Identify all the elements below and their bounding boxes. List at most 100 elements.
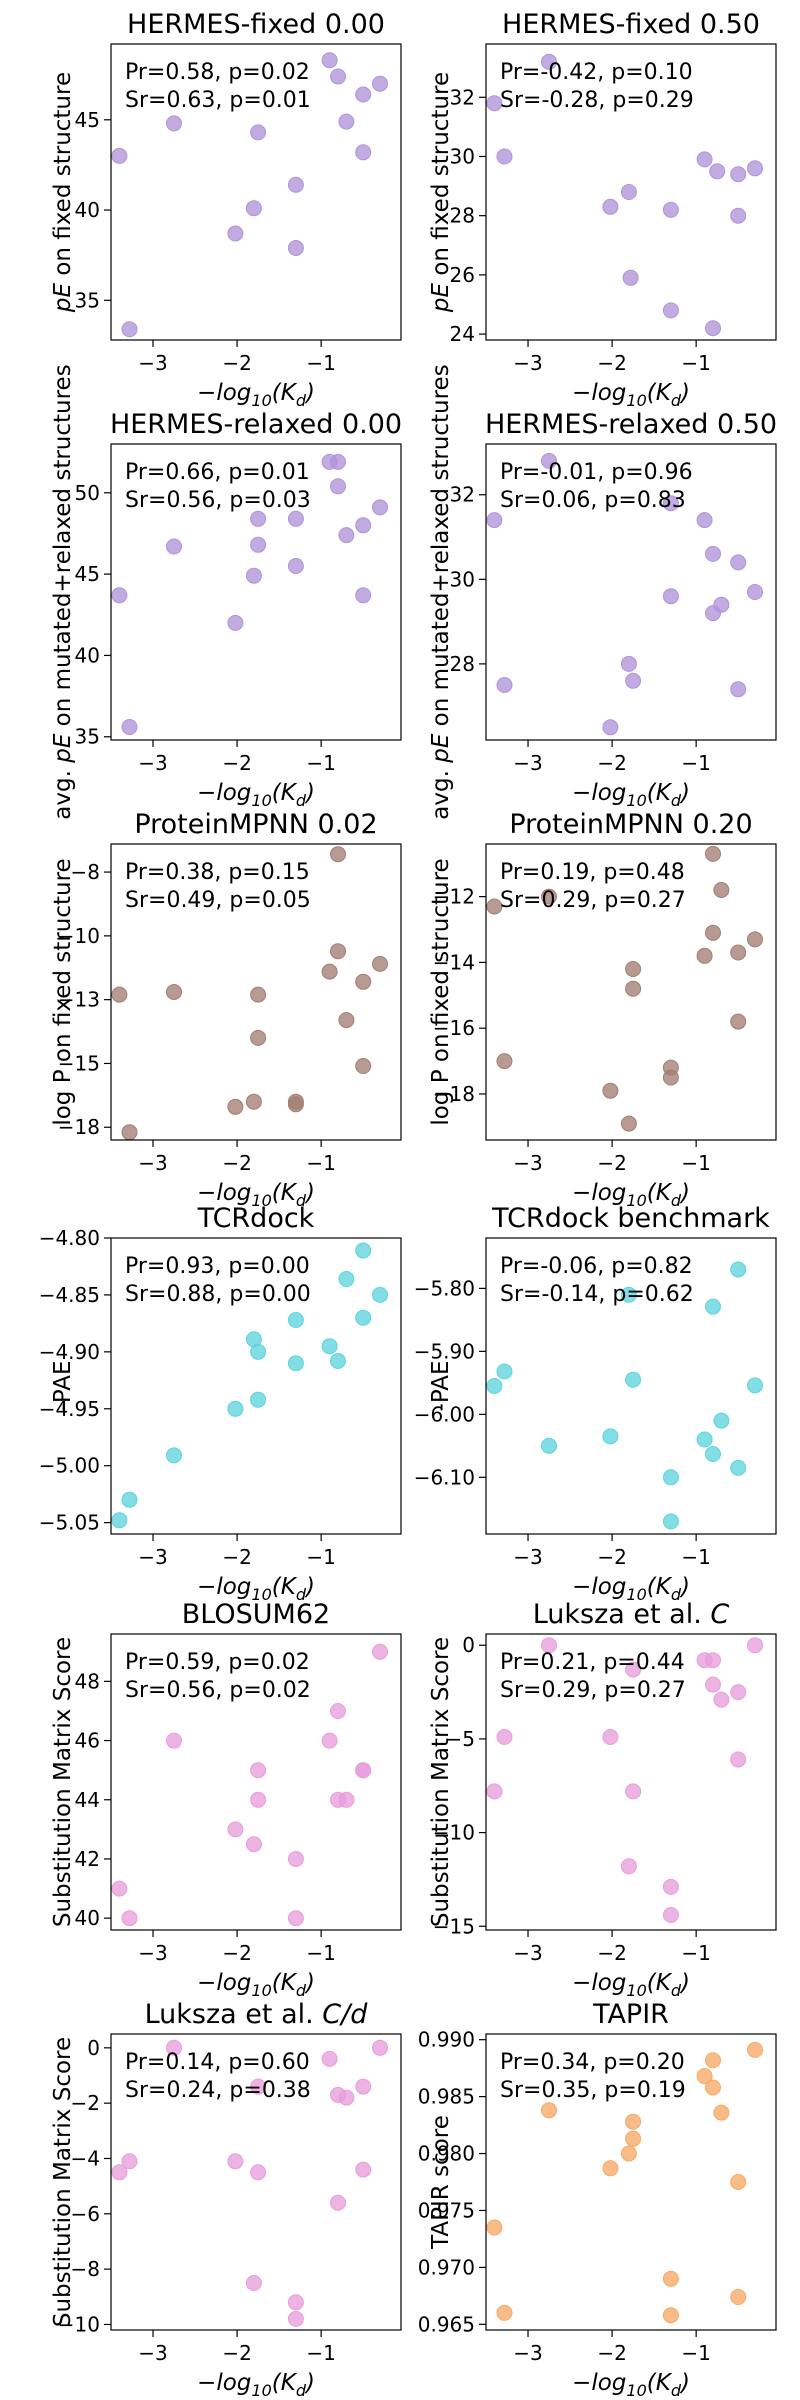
y-tick-label: −10 <box>58 2312 100 2336</box>
y-tick-label: −10 <box>433 1821 475 1845</box>
x-tick-label: −1 <box>681 751 710 775</box>
scatter-point <box>355 1242 372 1259</box>
x-tick-label: −1 <box>306 2341 335 2365</box>
scatter-point <box>730 1751 747 1768</box>
y-tick-label: −5.05 <box>39 1511 100 1535</box>
scatter-point <box>355 2078 372 2095</box>
x-tick-label: −2 <box>222 751 251 775</box>
scatter-point <box>620 1115 637 1132</box>
subplot-3: −3 −2 −1 35 40 45 50 HERMES-relaxed 0.00 Pr=0.66… <box>50 364 402 819</box>
scatter-point <box>287 240 304 256</box>
scatter-point <box>486 95 503 112</box>
scatter-point <box>747 931 763 948</box>
scatter-point <box>321 963 338 980</box>
scatter-point <box>166 984 182 1000</box>
scatter-point <box>287 1851 304 1867</box>
scatter-point <box>355 1309 372 1326</box>
scatter-point <box>227 225 244 242</box>
y-tick-label: −4.90 <box>39 1340 100 1364</box>
scatter-points <box>111 2039 388 2327</box>
y-tick-label: 44 <box>75 1788 100 1812</box>
subplot-title: HERMES-relaxed 0.00 <box>110 409 402 440</box>
scatter-point <box>245 567 262 584</box>
x-tick-label: −3 <box>138 1941 167 1965</box>
subplot-title: Luksza et al. C/d <box>145 1999 369 2030</box>
y-tick-label: 0.975 <box>418 2198 475 2222</box>
axes-frame <box>110 443 402 741</box>
scatter-point <box>287 558 304 574</box>
scatter-point <box>713 882 730 898</box>
scatter-point <box>111 2164 128 2181</box>
y-tick-label: −4.85 <box>39 1283 100 1307</box>
y-tick-label: 0 <box>87 2036 100 2060</box>
scatter-point <box>625 1661 642 1678</box>
scatter-point <box>250 1029 267 1046</box>
scatter-point <box>355 144 372 161</box>
scatter-point <box>541 1437 557 1454</box>
x-tick-label: −2 <box>597 751 626 775</box>
axes-frame <box>110 1633 402 1931</box>
scatter-point <box>338 2089 355 2106</box>
x-tick-label: −2 <box>597 351 626 375</box>
scatter-point <box>705 545 721 562</box>
scatter-point <box>330 2194 346 2211</box>
y-tick-label: 0.965 <box>418 2312 475 2336</box>
scatter-point <box>625 672 642 689</box>
scatter-point <box>662 302 679 319</box>
scatter-point <box>696 2068 713 2085</box>
scatter-point <box>227 1400 244 1417</box>
scatter-point <box>245 1093 262 1110</box>
y-tick-label: −8 <box>71 860 100 884</box>
scatter-point <box>730 944 747 961</box>
subplot-2: −3 −2 −1 24 26 28 30 32 HERMES-fixed 0.50 Pr=-0.4… <box>428 9 777 410</box>
scatter-point <box>372 2039 388 2056</box>
scatter-point <box>486 1783 503 1800</box>
scatter-point <box>121 719 138 735</box>
scatter-point <box>496 677 513 693</box>
y-tick-label: −5.90 <box>414 1339 475 1363</box>
scatter-point <box>541 2102 557 2119</box>
scatter-points <box>486 845 763 1132</box>
x-tick-label: −1 <box>681 1151 710 1175</box>
y-tick-label: 45 <box>75 108 100 132</box>
scatter-point <box>602 2160 619 2177</box>
subplot-title: TCRdock benchmark <box>491 1203 770 1234</box>
y-tick-label: 35 <box>75 725 100 749</box>
subplot-title: BLOSUM62 <box>182 1599 330 1630</box>
scatter-points <box>486 2041 763 2324</box>
x-tick-label: −3 <box>138 2341 167 2365</box>
scatter-point <box>355 2161 372 2178</box>
scatter-point <box>287 1910 304 1927</box>
x-tick-label: −3 <box>138 1545 167 1569</box>
scatter-point <box>602 719 619 736</box>
scatter-points <box>111 1643 388 1927</box>
scatter-point <box>496 148 513 165</box>
scatter-point <box>541 452 557 469</box>
scatter-point <box>496 1363 513 1380</box>
scatter-point <box>250 510 267 527</box>
scatter-point <box>709 163 726 180</box>
scatter-point <box>338 527 355 544</box>
x-tick-label: −1 <box>681 351 710 375</box>
scatter-point <box>602 1082 619 1099</box>
y-tick-label: −18 <box>58 1115 100 1139</box>
x-axis-label: −log10(Kd) <box>197 380 315 410</box>
scatter-point <box>705 2079 721 2096</box>
scatter-point <box>625 2130 642 2147</box>
scatter-point <box>620 1286 637 1303</box>
spearman-annotation: Sr=0.63, p=0.01 <box>125 88 311 113</box>
x-axis-label: −log10(Kd) <box>572 1574 690 1604</box>
y-tick-label: 26 <box>450 263 475 287</box>
scatter-point <box>338 1012 355 1029</box>
x-tick-label: −2 <box>597 1941 626 1965</box>
y-tick-label: 0.970 <box>418 2255 475 2279</box>
scatter-point <box>696 151 713 168</box>
scatter-point <box>486 512 503 529</box>
y-axis-label: log P on fixed structure <box>428 858 454 1125</box>
scatter-point <box>355 86 372 103</box>
scatter-point <box>166 1732 182 1749</box>
scatter-point <box>486 2219 503 2236</box>
scatter-point <box>541 888 557 905</box>
scatter-point <box>321 2050 338 2067</box>
